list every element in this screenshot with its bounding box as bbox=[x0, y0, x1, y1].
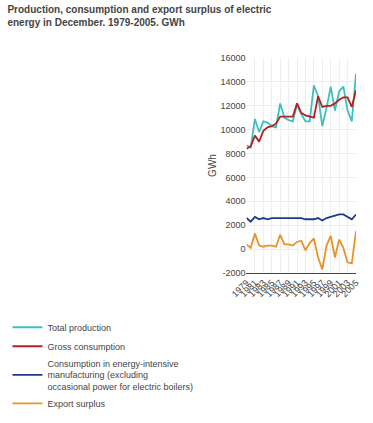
svg-text:12000: 12000 bbox=[220, 101, 245, 111]
svg-text:Total production: Total production bbox=[47, 323, 111, 333]
svg-text:2000: 2000 bbox=[225, 220, 245, 230]
svg-text:Production, consumption and ex: Production, consumption and export surpl… bbox=[7, 4, 271, 28]
svg-text:GWh: GWh bbox=[207, 154, 218, 177]
svg-text:16000: 16000 bbox=[220, 53, 245, 63]
svg-text:Consumption in energy-intensiv: Consumption in energy-intensivemanufactu… bbox=[47, 359, 193, 392]
svg-text:0: 0 bbox=[240, 244, 245, 254]
svg-text:Export surplus: Export surplus bbox=[47, 399, 105, 409]
svg-text:2001: 2001 bbox=[323, 278, 344, 299]
svg-text:1983: 1983 bbox=[247, 278, 268, 299]
svg-text:10000: 10000 bbox=[220, 125, 245, 135]
svg-text:1979: 1979 bbox=[230, 278, 251, 299]
svg-text:1995: 1995 bbox=[297, 278, 318, 299]
svg-text:Gross consumption: Gross consumption bbox=[47, 342, 125, 352]
svg-text:1981: 1981 bbox=[238, 278, 259, 299]
svg-text:14000: 14000 bbox=[220, 77, 245, 87]
svg-text:1987: 1987 bbox=[264, 278, 285, 299]
svg-text:1991: 1991 bbox=[280, 278, 301, 299]
svg-text:2003: 2003 bbox=[331, 278, 352, 299]
svg-text:6000: 6000 bbox=[225, 173, 245, 183]
svg-text:8000: 8000 bbox=[225, 149, 245, 159]
svg-text:4000: 4000 bbox=[225, 196, 245, 206]
svg-text:1999: 1999 bbox=[314, 278, 335, 299]
svg-text:-2000: -2000 bbox=[222, 268, 245, 278]
svg-text:1997: 1997 bbox=[306, 278, 327, 299]
svg-text:1993: 1993 bbox=[289, 278, 310, 299]
svg-text:2005: 2005 bbox=[339, 278, 360, 299]
svg-text:1985: 1985 bbox=[255, 278, 276, 299]
svg-text:1989: 1989 bbox=[272, 278, 293, 299]
